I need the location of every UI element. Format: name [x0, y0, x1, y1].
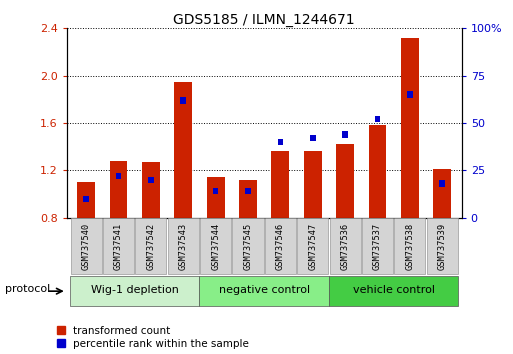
- Bar: [278, 139, 283, 145]
- Bar: [200, 218, 231, 274]
- Bar: [374, 116, 380, 122]
- Text: GSM737537: GSM737537: [373, 222, 382, 270]
- Bar: [115, 173, 122, 179]
- Legend: transformed count, percentile rank within the sample: transformed count, percentile rank withi…: [56, 326, 249, 349]
- Bar: [142, 162, 160, 218]
- Bar: [427, 218, 458, 274]
- Bar: [433, 169, 451, 218]
- Text: GSM737539: GSM737539: [438, 222, 447, 270]
- Bar: [110, 161, 127, 218]
- Bar: [103, 218, 134, 274]
- Bar: [329, 276, 459, 306]
- Bar: [207, 177, 225, 218]
- Text: GSM737545: GSM737545: [244, 222, 252, 270]
- Bar: [394, 218, 425, 274]
- Bar: [232, 218, 264, 274]
- Text: vehicle control: vehicle control: [353, 285, 435, 296]
- Bar: [213, 188, 219, 194]
- Bar: [362, 218, 393, 274]
- Bar: [310, 135, 315, 141]
- Bar: [304, 152, 322, 218]
- Title: GDS5185 / ILMN_1244671: GDS5185 / ILMN_1244671: [173, 13, 355, 27]
- Text: GSM737546: GSM737546: [276, 222, 285, 270]
- Bar: [135, 218, 166, 274]
- Text: GSM737544: GSM737544: [211, 222, 220, 270]
- Bar: [245, 188, 251, 194]
- Bar: [70, 276, 200, 306]
- Bar: [297, 218, 328, 274]
- Bar: [407, 91, 413, 98]
- Bar: [71, 218, 102, 274]
- Bar: [336, 144, 354, 218]
- Text: GSM737547: GSM737547: [308, 222, 317, 270]
- Text: GSM737540: GSM737540: [82, 222, 91, 270]
- Bar: [174, 81, 192, 218]
- Text: negative control: negative control: [219, 285, 310, 296]
- Text: GSM737536: GSM737536: [341, 222, 350, 270]
- Bar: [239, 180, 257, 218]
- Bar: [342, 131, 348, 138]
- Bar: [181, 97, 186, 103]
- Bar: [77, 182, 95, 218]
- Text: GSM737543: GSM737543: [179, 222, 188, 270]
- Bar: [369, 125, 386, 218]
- Text: GSM737541: GSM737541: [114, 222, 123, 270]
- Text: Wig-1 depletion: Wig-1 depletion: [91, 285, 179, 296]
- Bar: [440, 181, 445, 187]
- Bar: [83, 195, 89, 202]
- Text: GSM737542: GSM737542: [146, 222, 155, 270]
- Bar: [168, 218, 199, 274]
- Text: protocol: protocol: [5, 285, 50, 295]
- Bar: [148, 177, 154, 183]
- Bar: [271, 152, 289, 218]
- Text: GSM737538: GSM737538: [405, 222, 415, 270]
- Bar: [200, 276, 329, 306]
- Bar: [329, 218, 361, 274]
- Bar: [401, 38, 419, 218]
- Bar: [265, 218, 296, 274]
